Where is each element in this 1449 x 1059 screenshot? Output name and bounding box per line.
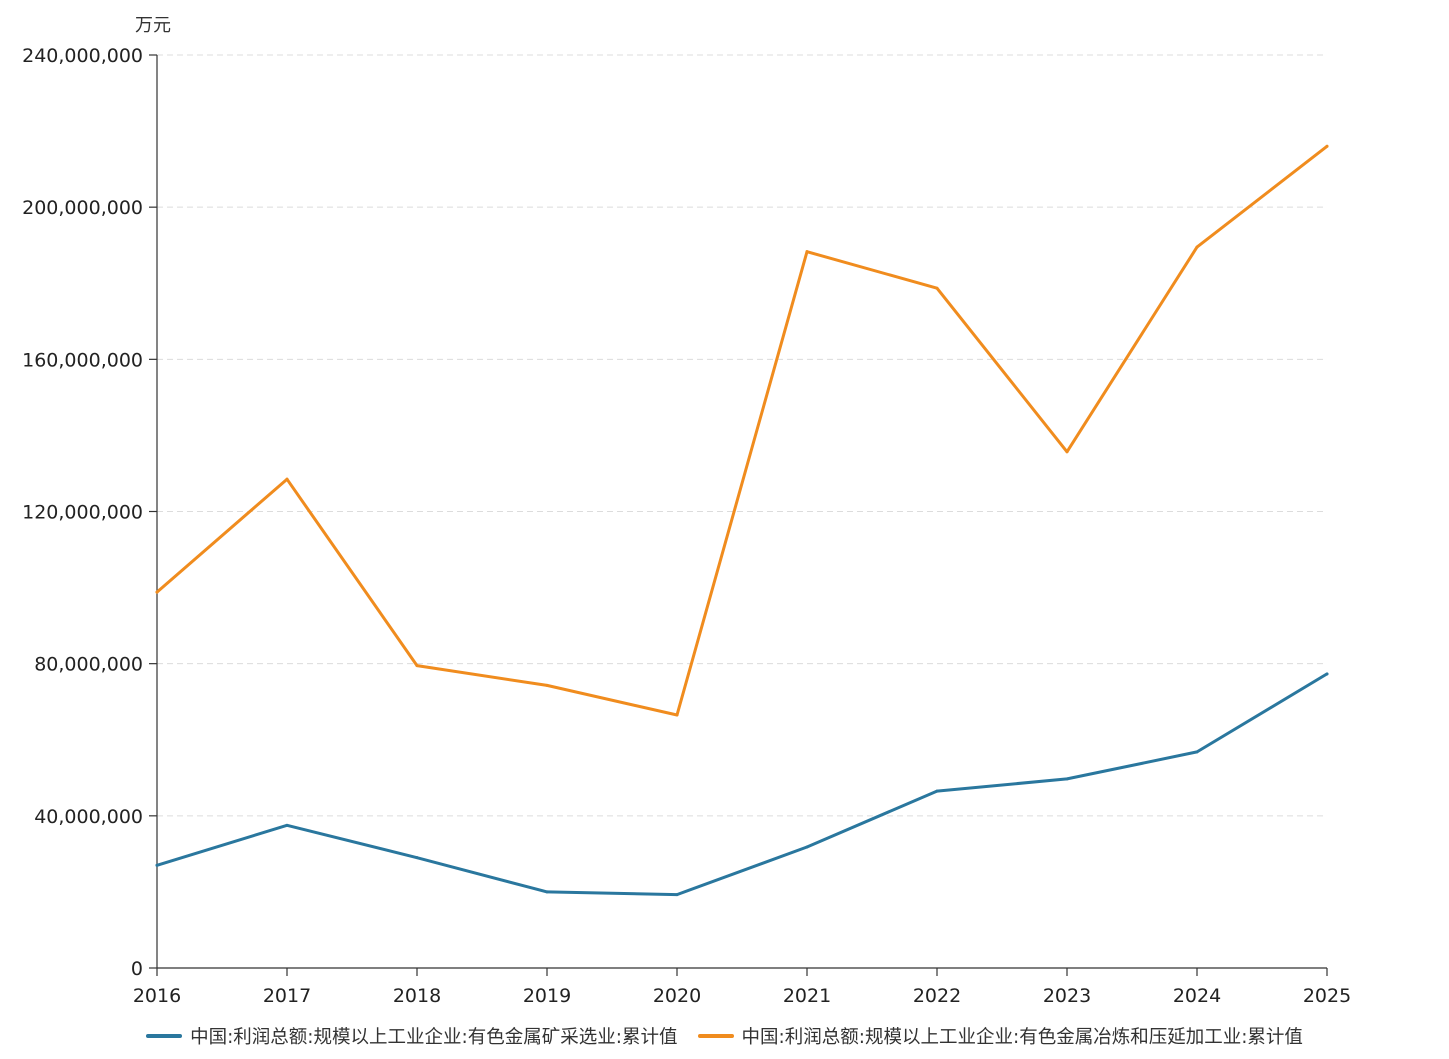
x-tick-label-2021: 2021 — [783, 985, 831, 1007]
data-point-s2-2017[interactable] — [285, 477, 289, 481]
x-tick-label-2023: 2023 — [1043, 985, 1091, 1007]
legend-label-series-2: 中国:利润总额:规模以上工业企业:有色金属冶炼和压延加工业:累计值 — [741, 1027, 1303, 1048]
data-point-s2-2025[interactable] — [1325, 144, 1329, 148]
x-tick-label-2022: 2022 — [913, 985, 961, 1007]
data-point-s1-2024[interactable] — [1195, 750, 1199, 754]
data-point-s1-2023[interactable] — [1065, 777, 1069, 781]
data-point-s2-2019[interactable] — [545, 683, 549, 687]
data-point-s1-2018[interactable] — [415, 856, 419, 860]
series-line-2[interactable] — [155, 144, 1329, 717]
x-tick-label-2025: 2025 — [1303, 985, 1351, 1007]
legend-item-series-2[interactable]: 中国:利润总额:规模以上工业企业:有色金属冶炼和压延加工业:累计值 — [697, 1023, 1303, 1049]
x-tick-label-2019: 2019 — [523, 985, 571, 1007]
data-point-s2-2018[interactable] — [415, 664, 419, 668]
x-tick-label-2024: 2024 — [1173, 985, 1221, 1007]
data-point-s2-2023[interactable] — [1065, 450, 1069, 454]
x-tick-label-2017: 2017 — [263, 985, 311, 1007]
y-tick-label-0: 0 — [131, 958, 143, 980]
tick-labels: 0 40,000,000 80,000,000 120,000,000 160,000,… — [22, 45, 1351, 1007]
data-point-s2-2024[interactable] — [1195, 245, 1199, 249]
data-point-s1-2022[interactable] — [935, 789, 939, 793]
y-tick-label-3: 120,000,000 — [22, 502, 143, 524]
x-tick-label-2018: 2018 — [393, 985, 441, 1007]
y-tick-label-4: 160,000,000 — [22, 349, 143, 371]
data-point-s1-2021[interactable] — [805, 845, 809, 849]
series-lines — [155, 144, 1329, 897]
y-tick-label-5: 200,000,000 — [22, 197, 143, 219]
data-point-s1-2016[interactable] — [155, 863, 159, 867]
data-point-s2-2016[interactable] — [155, 590, 159, 594]
data-point-s1-2017[interactable] — [285, 823, 289, 827]
data-point-s1-2025[interactable] — [1325, 672, 1329, 676]
x-tick-label-2016: 2016 — [133, 985, 181, 1007]
y-tick-label-1: 40,000,000 — [34, 806, 143, 828]
gridlines — [157, 54, 1327, 817]
legend-swatch-series-1 — [146, 1034, 183, 1038]
y-axis-unit-label: 万元 — [135, 15, 171, 36]
y-tick-label-2: 80,000,000 — [34, 654, 143, 676]
legend-item-series-1[interactable]: 中国:利润总额:规模以上工业企业:有色金属矿采选业:累计值 — [146, 1023, 678, 1049]
series-line-1[interactable] — [155, 672, 1329, 897]
data-point-s2-2020[interactable] — [675, 713, 679, 717]
x-tick-label-2020: 2020 — [653, 985, 701, 1007]
legend-swatch-series-2 — [697, 1034, 734, 1038]
legend-label-series-1: 中国:利润总额:规模以上工业企业:有色金属矿采选业:累计值 — [190, 1027, 678, 1048]
y-tick-label-6: 240,000,000 — [22, 45, 143, 67]
legend: 中国:利润总额:规模以上工业企业:有色金属矿采选业:累计值 中国:利润总额:规模… — [0, 1023, 1449, 1049]
axes — [149, 54, 1328, 976]
data-point-s1-2020[interactable] — [675, 893, 679, 897]
data-point-s1-2019[interactable] — [545, 890, 549, 894]
data-point-s2-2022[interactable] — [935, 286, 939, 290]
data-point-s2-2021[interactable] — [805, 250, 809, 254]
